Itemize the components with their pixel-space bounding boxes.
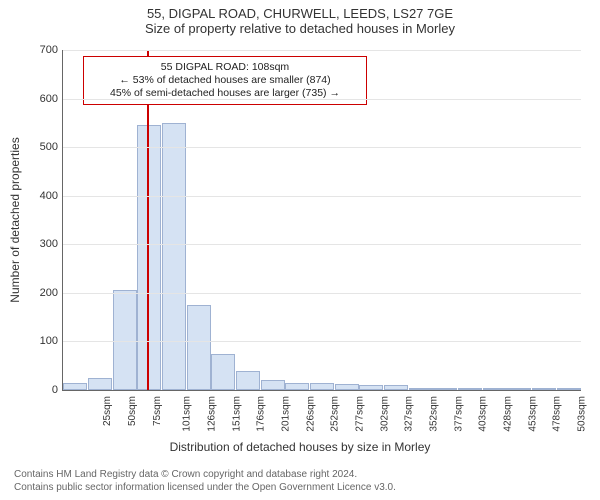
annotation-line-2: ← 53% of detached houses are smaller (87… [90,74,360,87]
x-tick-label: 50sqm [127,396,138,426]
histogram-bar [433,388,457,390]
histogram-bar [483,388,507,390]
x-tick-label: 201sqm [281,396,292,432]
y-tick-label: 200 [24,287,58,299]
plot-area: 55 DIGPAL ROAD: 108sqm ← 53% of detached… [62,50,581,391]
x-tick-label: 302sqm [379,396,390,432]
histogram-bar [137,125,161,390]
x-tick-label: 75sqm [152,396,163,426]
histogram-bar [384,385,408,390]
y-tick-label: 600 [24,93,58,105]
x-tick-label: 252sqm [330,396,341,432]
y-tick-label: 700 [24,44,58,56]
attribution-footer: Contains HM Land Registry data © Crown c… [14,469,396,494]
x-tick-label: 277sqm [355,396,366,432]
histogram-bar [335,384,359,390]
histogram-bar [458,388,482,390]
histogram-bar [261,380,285,390]
histogram-bar [113,290,137,390]
x-tick-label: 25sqm [102,396,113,426]
x-tick-label: 226sqm [305,396,316,432]
gridline [63,341,581,342]
histogram-bar [359,385,383,390]
x-tick-label: 453sqm [527,396,538,432]
y-tick-label: 300 [24,238,58,250]
x-axis-label: Distribution of detached houses by size … [0,440,600,454]
histogram-bar [285,383,309,390]
x-tick-label: 151sqm [231,396,242,432]
gridline [63,50,581,51]
histogram-bar [187,305,211,390]
annotation-line-1: 55 DIGPAL ROAD: 108sqm [90,61,360,74]
y-tick-label: 400 [24,190,58,202]
histogram-bar [557,388,581,390]
histogram-bar [211,354,235,390]
page-title-address: 55, DIGPAL ROAD, CHURWELL, LEEDS, LS27 7… [0,0,600,21]
gridline [63,99,581,100]
histogram-bar [507,388,531,390]
x-tick-label: 126sqm [207,396,218,432]
histogram-bar [532,388,556,390]
page-subtitle: Size of property relative to detached ho… [0,21,600,40]
y-tick-label: 0 [24,384,58,396]
histogram-bar [236,371,260,390]
x-tick-label: 478sqm [552,396,563,432]
x-tick-label: 176sqm [256,396,267,432]
footer-line-2: Contains public sector information licen… [14,482,396,495]
x-tick-label: 428sqm [503,396,514,432]
histogram-chart: Number of detached properties 55 DIGPAL … [0,42,600,452]
x-tick-label: 503sqm [577,396,588,432]
y-tick-label: 500 [24,141,58,153]
gridline [63,147,581,148]
histogram-bar [310,383,334,390]
y-tick-label: 100 [24,335,58,347]
x-tick-label: 101sqm [182,396,193,432]
gridline [63,244,581,245]
histogram-bar [162,123,186,390]
x-tick-label: 403sqm [478,396,489,432]
x-tick-label: 327sqm [404,396,415,432]
footer-line-1: Contains HM Land Registry data © Crown c… [14,469,396,482]
histogram-bar [409,388,433,390]
gridline [63,293,581,294]
histogram-bar [63,383,87,390]
x-tick-label: 352sqm [429,396,440,432]
gridline [63,196,581,197]
histogram-bar [88,378,112,390]
y-axis-label: Number of detached properties [8,137,22,302]
x-tick-label: 377sqm [453,396,464,432]
